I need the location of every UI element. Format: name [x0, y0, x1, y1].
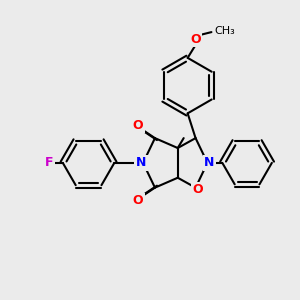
Text: CH₃: CH₃	[214, 26, 235, 36]
Text: O: O	[192, 183, 203, 196]
Text: O: O	[133, 119, 143, 132]
Text: N: N	[204, 156, 214, 170]
Text: O: O	[133, 194, 143, 207]
Text: N: N	[136, 156, 146, 170]
Text: O: O	[190, 32, 201, 46]
Text: F: F	[45, 156, 53, 170]
